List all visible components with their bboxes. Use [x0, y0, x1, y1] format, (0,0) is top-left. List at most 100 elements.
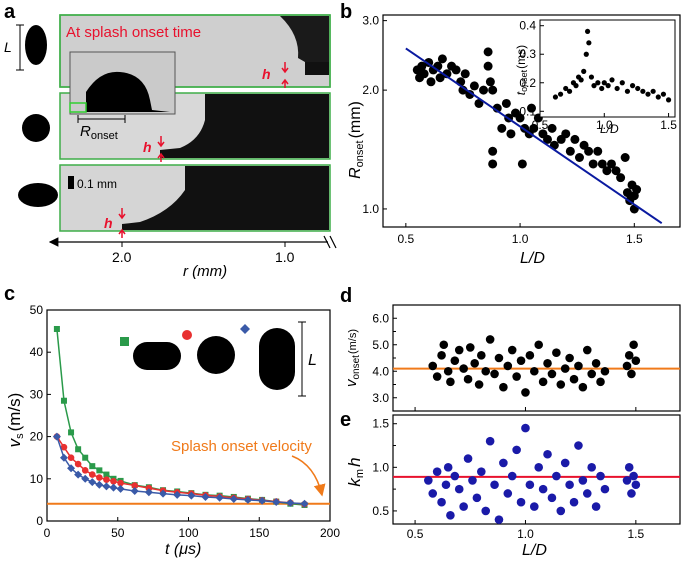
panel-e-point	[459, 502, 468, 511]
panel-e-point	[624, 463, 634, 472]
panel-b-point	[517, 159, 527, 169]
panel-e-point	[600, 484, 610, 494]
panel-b-inset-point	[578, 77, 584, 83]
panel-e-point	[587, 463, 596, 472]
legend-oblate-shape	[133, 342, 181, 370]
panel-b-fit-line	[405, 47, 663, 225]
panel-e-point	[547, 493, 557, 503]
panel-e: e 0.5 1.0 1.5 0.5 1.0 1.5 kmh L/D	[340, 409, 681, 559]
panel-c-xlabel: t (μs)	[165, 541, 201, 558]
panel-b-point	[488, 146, 498, 156]
panel-d-point	[446, 377, 455, 387]
panel-d-point	[629, 340, 638, 350]
legend-circle-marker	[182, 330, 192, 340]
panel-b-point	[515, 113, 525, 123]
splash-image-oblate	[59, 164, 331, 232]
panel-b-point	[602, 166, 612, 176]
panel-b-inset-point	[573, 83, 579, 89]
panel-d-point	[569, 374, 579, 384]
panel-d-point	[490, 369, 499, 379]
y-tick-label: 4.0	[372, 364, 389, 378]
panel-d-point	[450, 356, 460, 365]
panel-b-point	[606, 159, 616, 169]
y-tick-label: 0.3	[519, 47, 536, 61]
h-label-3: h	[104, 215, 113, 231]
panel-d-point	[474, 380, 484, 389]
panel-b-inset-point	[629, 83, 636, 89]
panel-b-inset-xlabel: L/D	[600, 122, 619, 136]
panel-d-point	[428, 361, 438, 371]
panel-e-point	[490, 480, 499, 490]
panel-d-point	[627, 369, 636, 379]
length-symbol-c: L	[308, 352, 317, 369]
panel-d-point	[443, 366, 453, 376]
panel-b-inset-point	[645, 91, 651, 97]
h-label-1: h	[262, 66, 271, 82]
panel-d-ylabel: vonset(m/s)	[343, 329, 362, 387]
panel-a: a L At splash onset time	[4, 1, 337, 280]
panel-b-ylabel: Ronset(mm)	[347, 101, 366, 179]
panel-b-point	[616, 173, 626, 183]
x-tick-label: 0.5	[398, 232, 415, 246]
point-prolate	[109, 483, 118, 492]
panel-b-point	[506, 129, 516, 139]
prolate-drop-shape	[25, 25, 47, 65]
panel-d-point	[556, 380, 566, 389]
panel-e-point	[582, 489, 592, 498]
y-tick-label: 0.1	[519, 104, 536, 118]
panel-b-point	[465, 89, 475, 99]
panel-b-inset-point	[584, 28, 591, 35]
panel-d-label: d	[340, 285, 352, 307]
panel-b-inset-point	[605, 83, 611, 89]
inset-drop-photo	[69, 51, 176, 115]
panel-e-point	[477, 467, 486, 476]
panel-d-point	[463, 374, 473, 384]
legend-square-marker	[120, 337, 129, 346]
panel-e-point	[446, 510, 455, 520]
point-sphere	[145, 484, 153, 492]
panel-b-point	[483, 61, 493, 71]
y-tick-label: 0.4	[519, 19, 536, 33]
panel-b-inset-point	[640, 88, 646, 94]
x-tick-label: 0.5	[407, 527, 424, 541]
panel-d-point	[454, 345, 464, 355]
panel-e-point	[578, 476, 588, 485]
panel-e-point	[494, 515, 504, 524]
panel-b-inset-point	[650, 88, 656, 94]
panel-e-point	[450, 471, 460, 481]
panel-b-inset-point	[601, 80, 607, 86]
panel-e-point	[437, 497, 446, 507]
panel-d-point	[596, 377, 605, 387]
panel-b-point	[574, 152, 584, 162]
panel-d-point	[529, 366, 539, 376]
panel-e-point	[529, 502, 539, 511]
panel-e-point	[512, 445, 521, 455]
panel-a-label: a	[4, 1, 16, 23]
legend-diamond-marker	[240, 324, 250, 334]
x-tick-label: 1.5	[628, 527, 645, 541]
panel-d-point	[516, 356, 526, 365]
point-prolate	[59, 453, 68, 462]
panel-e-point	[627, 489, 636, 498]
panel-b-inset-point	[624, 88, 631, 94]
point-sphere	[117, 479, 124, 487]
panel-d-point	[503, 361, 513, 371]
panel-b-inset-point	[552, 94, 559, 100]
panel-e-point	[485, 436, 495, 446]
panel-d-point	[521, 388, 530, 397]
x-tick-label: 1.0	[517, 527, 534, 541]
panel-d-point	[547, 369, 557, 379]
onset-arrow	[291, 455, 326, 497]
panel-e-point	[503, 489, 513, 498]
panel-b-point	[469, 81, 479, 91]
point-prolate	[159, 489, 168, 498]
panel-b-inset-ylabel: tonset(ms)	[514, 45, 529, 95]
panel-d-point	[574, 361, 583, 371]
point-sphere	[88, 471, 96, 478]
panel-d-point	[512, 372, 521, 381]
panel-b-point	[485, 77, 495, 87]
point-prolate	[130, 487, 139, 496]
y-tick-label: 40	[30, 345, 44, 359]
point-prolate	[286, 498, 295, 507]
